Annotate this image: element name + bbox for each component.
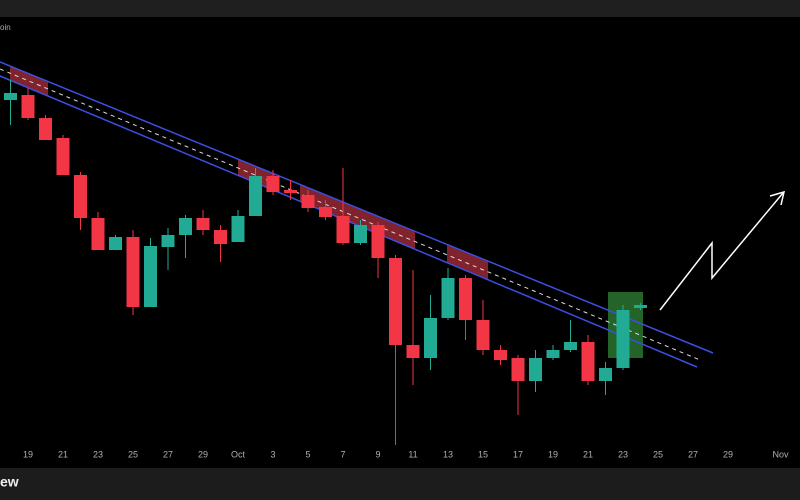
candle-body: [564, 342, 577, 350]
candle-body: [39, 118, 52, 140]
candle-body: [319, 207, 332, 217]
candle-body: [389, 258, 402, 345]
candle-body: [196, 218, 210, 230]
channel-upper: [0, 61, 714, 354]
x-tick-label: 11: [408, 449, 417, 459]
candle-body: [336, 216, 350, 243]
candle-body: [424, 318, 437, 358]
x-tick-label: Oct: [231, 449, 246, 459]
candle-body: [616, 310, 630, 368]
arrow-path: [659, 192, 784, 311]
x-tick-label: 7: [340, 449, 345, 459]
candle-body: [441, 278, 455, 318]
candle-body: [511, 358, 525, 381]
x-tick-label: 25: [128, 449, 138, 459]
candle-body: [91, 218, 105, 250]
candle-body: [494, 350, 507, 360]
candle-body: [74, 175, 87, 218]
x-tick-label: 29: [723, 449, 733, 459]
candle-body: [476, 320, 490, 350]
candle-body: [284, 190, 297, 193]
candle-body: [599, 368, 612, 381]
candle-body: [214, 230, 227, 244]
resistance-zone: [10, 66, 48, 96]
x-tick-label: 29: [198, 449, 208, 459]
top-bar: [0, 0, 800, 17]
candle-body: [354, 225, 367, 243]
x-tick-label: 21: [583, 449, 593, 459]
x-tick-label: 21: [58, 449, 68, 459]
candle-body: [266, 176, 280, 192]
x-tick-label: 13: [443, 449, 453, 459]
candle-body: [161, 235, 175, 247]
x-tick-label: Nov: [772, 449, 789, 459]
channel-mid: [0, 68, 701, 361]
candle-body: [406, 345, 420, 358]
candle-body: [371, 225, 385, 258]
x-tick-label: 27: [688, 449, 698, 459]
candle-body: [581, 342, 595, 381]
watermark: ew: [0, 474, 19, 490]
annotations: [0, 61, 714, 368]
x-tick-label: 19: [23, 449, 33, 459]
x-tick-label: 23: [618, 449, 628, 459]
resistance-zone: [447, 244, 488, 279]
x-tick-label: 19: [548, 449, 558, 459]
candle-body: [4, 93, 17, 100]
x-tick-label: 25: [653, 449, 663, 459]
x-tick-label: 15: [478, 449, 488, 459]
candle-body: [21, 95, 35, 118]
candles: [4, 80, 647, 445]
x-tick-label: 27: [163, 449, 173, 459]
symbol: oin: [0, 23, 11, 32]
bottom-bar: [0, 468, 800, 500]
x-tick-label: 23: [93, 449, 103, 459]
resistance-zone: [300, 184, 415, 249]
candle-body: [179, 218, 192, 235]
x-tick-label: 9: [375, 449, 380, 459]
x-tick-label: 3: [270, 449, 275, 459]
candle-body: [634, 305, 647, 308]
candle-body: [56, 138, 70, 175]
candle-body: [109, 237, 122, 250]
candle-body: [144, 246, 157, 307]
candle-body: [546, 350, 560, 358]
resistance-zone: [238, 159, 275, 191]
x-tick-label: 17: [513, 449, 523, 459]
candle-body: [301, 195, 315, 208]
arrow-head: [769, 190, 786, 206]
candle-body: [529, 358, 542, 381]
candle-body: [249, 176, 262, 216]
candle-body: [459, 278, 472, 320]
candle-body: [231, 216, 245, 242]
x-tick-label: 5: [305, 449, 310, 459]
candle-body: [126, 237, 140, 307]
projection-arrow: [659, 190, 786, 311]
